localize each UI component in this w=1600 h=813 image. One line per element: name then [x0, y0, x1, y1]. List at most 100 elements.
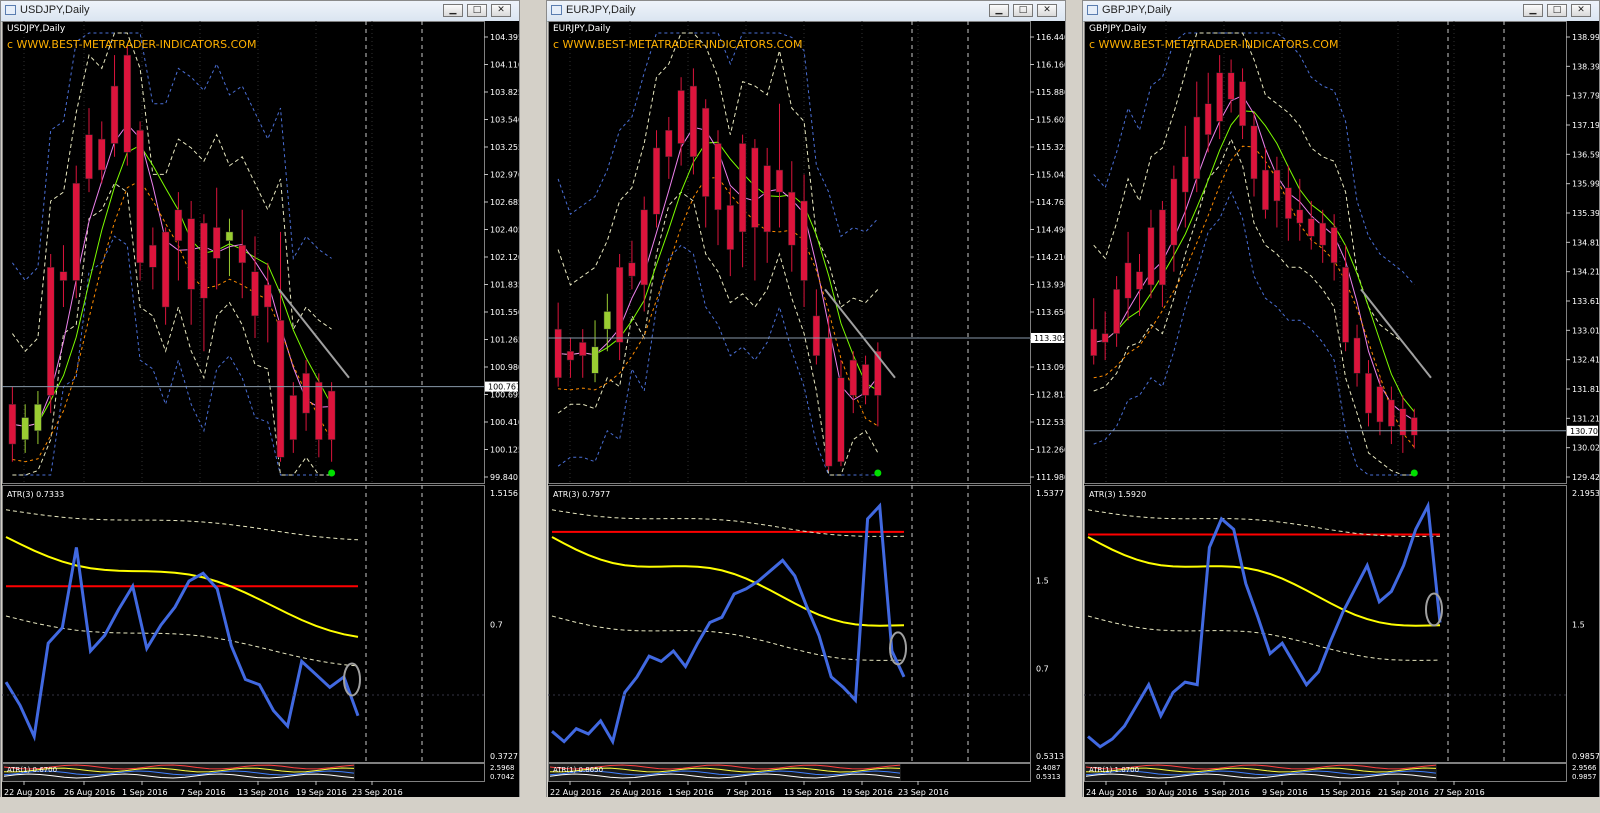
- candle-body: [1307, 218, 1315, 237]
- candle-body: [315, 381, 323, 440]
- sub-indicator-line: [3, 770, 355, 776]
- atr-indicator-label: ATR(3) 1.5920: [1089, 490, 1146, 499]
- chart-area[interactable]: EURJPY,Daily c WWW.BEST-METATRADER-INDICA…: [548, 21, 1069, 798]
- sub-scale-label: 2.4087: [1036, 764, 1061, 772]
- price-label: 135.995: [1572, 180, 1599, 189]
- price-label: 111.980: [1036, 473, 1065, 482]
- candle-body: [775, 169, 784, 193]
- main-panel-border: [548, 21, 1031, 484]
- sub-indicator-line: [549, 773, 901, 779]
- candle-body: [46, 267, 55, 396]
- candle-body: [1170, 178, 1178, 246]
- price-label: 101.550: [490, 308, 519, 317]
- candle-body: [225, 231, 234, 241]
- candle-body: [1147, 227, 1155, 286]
- sub-scale-label: 0.7042: [490, 773, 515, 781]
- lower-envelope-line: [557, 191, 879, 476]
- price-label: 101.835: [490, 281, 519, 290]
- date-label: 5 Sep 2016: [1204, 788, 1250, 797]
- atr-panel-border: [548, 485, 1031, 763]
- upper-envelope-line: [557, 32, 879, 308]
- atr-indicator-label: ATR(3) 0.7977: [553, 490, 610, 499]
- maximize-button[interactable]: □: [1547, 4, 1567, 17]
- sub-panel-border: [2, 763, 485, 782]
- signal-dot: [874, 469, 882, 477]
- atr-scale-label: 2.1953: [1572, 489, 1599, 498]
- price-label: 100.410: [490, 418, 519, 427]
- chart-window-3[interactable]: GBPJPY,Daily ▁ □ ✕ GBPJPY,Daily c WWW.BEST-ME…: [1082, 0, 1600, 813]
- sub-indicator-line: [1085, 770, 1437, 776]
- candle-body: [238, 244, 246, 264]
- chart-window-icon: [551, 5, 562, 15]
- atr-scale-label: 1.5377: [1036, 489, 1064, 498]
- window-titlebar[interactable]: EURJPY,Daily ▁ □ ✕: [547, 1, 1065, 22]
- minimize-button[interactable]: ▁: [989, 4, 1009, 17]
- maximize-button[interactable]: □: [1013, 4, 1033, 17]
- chart-symbol-label: GBPJPY,Daily: [1089, 24, 1147, 34]
- window-titlebar[interactable]: GBPJPY,Daily ▁ □ ✕: [1083, 1, 1599, 22]
- candle-body: [652, 147, 661, 215]
- candle-body: [187, 218, 195, 290]
- chart-canvas: GBPJPY,Daily c WWW.BEST-METATRADER-INDICA…: [1084, 21, 1600, 797]
- moving-average-line: [1093, 110, 1415, 413]
- close-button[interactable]: ✕: [1037, 4, 1057, 17]
- chart-window-icon: [5, 5, 16, 15]
- current-price-box: [1031, 332, 1064, 343]
- candle-body: [302, 373, 310, 414]
- close-button[interactable]: ✕: [1571, 4, 1591, 17]
- sub-indicator-line: [549, 764, 901, 770]
- candle-body: [677, 90, 685, 144]
- date-label: 15 Sep 2016: [1320, 788, 1371, 797]
- sub-indicator-line: [1085, 767, 1437, 773]
- price-label: 112.815: [1036, 391, 1065, 400]
- chart-window-2[interactable]: EURJPY,Daily ▁ □ ✕ EURJPY,Daily c WWW.BEST-ME…: [546, 0, 1069, 813]
- chart-area[interactable]: USDJPY,Daily c WWW.BEST-METATRADER-INDICA…: [2, 21, 523, 798]
- signal-dot: [328, 469, 336, 477]
- trend-line[interactable]: [278, 288, 350, 379]
- sub-scale-label: 2.9566: [1572, 764, 1597, 772]
- chart-window-1[interactable]: USDJPY,Daily ▁ □ ✕ USDJPY,Daily c WWW.BEST-ME…: [0, 0, 523, 813]
- candle-body: [1204, 103, 1212, 135]
- candle-body: [289, 395, 298, 440]
- price-label: 115.605: [1036, 116, 1065, 125]
- candle-body: [276, 320, 285, 458]
- candle-body: [800, 200, 808, 281]
- atr-line: [4, 547, 360, 742]
- candle-body: [1227, 72, 1235, 100]
- trend-line[interactable]: [824, 288, 896, 379]
- candle-body: [726, 205, 734, 250]
- orange-trend-line: [558, 176, 879, 427]
- candle-body: [763, 165, 771, 233]
- highlight-ellipse: [1425, 592, 1443, 627]
- sub-panel-border: [1084, 763, 1567, 782]
- close-button[interactable]: ✕: [491, 4, 511, 17]
- candle-body: [1216, 72, 1224, 122]
- price-label: 137.195: [1572, 121, 1599, 130]
- chart-area[interactable]: GBPJPY,Daily c WWW.BEST-METATRADER-INDICA…: [1084, 21, 1600, 798]
- upper-envelope-line: [11, 32, 332, 352]
- date-label: 19 Sep 2016: [842, 788, 893, 797]
- candle-body: [1159, 209, 1166, 286]
- minimize-button[interactable]: ▁: [1523, 4, 1543, 17]
- candle-body: [149, 244, 157, 268]
- date-label: 23 Sep 2016: [898, 788, 949, 797]
- maximize-button[interactable]: □: [467, 4, 487, 17]
- price-label: 130.025: [1572, 444, 1599, 453]
- price-label: 115.325: [1036, 143, 1065, 152]
- candle-body: [1410, 417, 1418, 436]
- candle-body: [1113, 289, 1121, 334]
- candle-body: [174, 209, 183, 241]
- candle-body: [1330, 227, 1338, 264]
- watermark-text: c WWW.BEST-METATRADER-INDICATORS.COM: [7, 38, 256, 51]
- window-title: EURJPY,Daily: [566, 4, 636, 16]
- candle-body: [1262, 169, 1269, 211]
- minimize-button[interactable]: ▁: [443, 4, 463, 17]
- candle-body: [1376, 386, 1384, 423]
- date-label: 26 Aug 2016: [610, 788, 661, 797]
- window-titlebar[interactable]: USDJPY,Daily ▁ □ ✕: [1, 1, 519, 22]
- trend-line[interactable]: [1360, 288, 1432, 379]
- candle-body: [874, 350, 882, 396]
- chart-canvas: EURJPY,Daily c WWW.BEST-METATRADER-INDICA…: [548, 21, 1069, 797]
- sub-scale-label: 0.9857: [1572, 773, 1597, 781]
- atr-scale-label: 1.5: [1036, 577, 1049, 586]
